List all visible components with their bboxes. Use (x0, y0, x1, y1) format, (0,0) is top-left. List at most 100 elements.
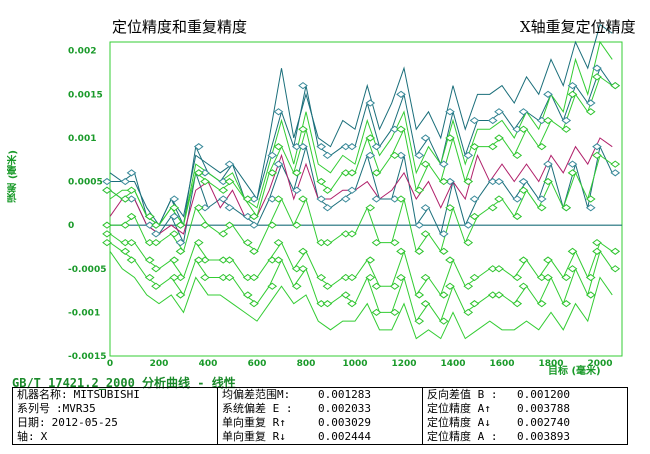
data-point-diamond (120, 195, 131, 203)
data-point-diamond (487, 291, 498, 299)
info-key: 轴: (17, 430, 35, 443)
y-tick-label: 0.0015 (68, 90, 103, 100)
chart-subtitle: GB/T 17421.2_2000 分析曲线 - 线性 (12, 376, 236, 390)
data-point-diamond (494, 108, 504, 116)
data-point-diamond (389, 151, 400, 160)
data-point-diamond (585, 195, 596, 203)
data-point-diamond (218, 177, 229, 186)
info-key: 定位精度 A : (427, 430, 498, 443)
data-point-diamond (242, 212, 253, 221)
data-point-diamond (585, 99, 596, 107)
data-point-diamond (469, 116, 480, 125)
data-point-diamond (438, 230, 449, 238)
info-row: 机器名称: MITSUBISHI (17, 388, 213, 402)
data-point-diamond (200, 177, 210, 186)
data-point-diamond (200, 221, 210, 229)
data-point-diamond (322, 204, 333, 212)
data-point-diamond (518, 186, 529, 194)
data-point-diamond (151, 221, 161, 229)
data-point-diamond (585, 108, 596, 116)
data-point-diamond (438, 247, 449, 255)
data-point-diamond (365, 204, 376, 212)
series-line-magenta-mean (109, 137, 613, 235)
data-point-diamond (469, 300, 480, 308)
series-line-green-lower4 (109, 242, 613, 323)
data-point-diamond (512, 212, 523, 221)
data-point-diamond (414, 291, 425, 299)
data-point-diamond (102, 221, 112, 229)
data-point-diamond (175, 247, 186, 255)
data-point-diamond (102, 177, 112, 186)
data-point-diamond (585, 204, 596, 212)
data-point-diamond (169, 204, 180, 212)
chart-title-left: 定位精度和重复精度 (112, 18, 248, 36)
info-value: 0.003029 (318, 416, 371, 429)
data-point-diamond (340, 230, 351, 238)
data-point-diamond (610, 265, 621, 273)
data-point-diamond (463, 221, 474, 229)
y-tick-label: -0.001 (68, 308, 100, 318)
series-line-green-lower1 (110, 154, 613, 253)
data-point-diamond (610, 81, 621, 90)
data-point-diamond (316, 177, 327, 186)
data-point-diamond (561, 125, 572, 133)
data-point-diamond (224, 256, 235, 264)
data-point-diamond (610, 169, 621, 177)
data-point-diamond (396, 195, 406, 203)
y-tick-label: -0.0005 (68, 265, 106, 275)
data-point-diamond (273, 195, 284, 203)
info-value: X (40, 430, 48, 443)
info-row: 单向重复 R↑ 0.003029 (222, 416, 418, 430)
info-value: 2012-05-25 (51, 416, 118, 429)
data-point-diamond (169, 195, 180, 203)
data-point-diamond (494, 134, 504, 142)
x-tick-label: 1600 (489, 359, 514, 369)
y-tick-label: -0.0015 (68, 352, 106, 362)
data-point-diamond (371, 195, 382, 203)
data-point-diamond (420, 300, 431, 308)
data-point-diamond (371, 169, 382, 177)
series-line-green-lower2 (109, 233, 613, 297)
info-row: 单向重复 R↓ 0.002444 (222, 430, 418, 444)
data-point-diamond (487, 265, 498, 273)
data-point-diamond (543, 177, 553, 186)
data-point-diamond (242, 238, 253, 247)
data-point-diamond (322, 151, 333, 160)
data-point-diamond (396, 125, 406, 133)
info-value: 0.001200 (517, 388, 570, 401)
data-point-diamond (414, 186, 425, 194)
data-point-diamond (151, 238, 161, 247)
data-point-diamond (200, 204, 210, 212)
info-key: 定位精度 A↓ (427, 416, 491, 429)
data-point-diamond (567, 81, 578, 90)
data-point-diamond (347, 230, 357, 238)
data-point-diamond (469, 273, 480, 282)
data-point-diamond (347, 186, 357, 194)
data-point-diamond (193, 169, 204, 177)
data-point-diamond (249, 221, 259, 229)
data-point-diamond (144, 273, 155, 282)
data-point-diamond (169, 273, 180, 282)
data-point-diamond (249, 300, 259, 308)
data-point-diamond (151, 282, 161, 290)
data-point-diamond (291, 169, 302, 177)
data-point-diamond (218, 186, 229, 194)
data-point-diamond (561, 116, 572, 125)
data-point-diamond (518, 177, 529, 186)
data-point-diamond (536, 300, 547, 308)
data-point-diamond (340, 169, 351, 177)
data-point-diamond (536, 195, 547, 203)
data-point-diamond (487, 204, 498, 212)
data-point-diamond (567, 265, 578, 273)
data-point-diamond (365, 151, 376, 160)
data-point-diamond (273, 108, 284, 116)
data-point-diamond (487, 143, 498, 151)
data-point-diamond (371, 238, 382, 247)
data-point-diamond (249, 247, 259, 255)
data-point-diamond (585, 291, 596, 299)
data-point-diamond (592, 151, 602, 160)
series-line-teal-upper2 (109, 23, 613, 227)
data-point-diamond (445, 177, 455, 186)
data-point-diamond (512, 151, 523, 160)
data-point-diamond (518, 108, 529, 116)
